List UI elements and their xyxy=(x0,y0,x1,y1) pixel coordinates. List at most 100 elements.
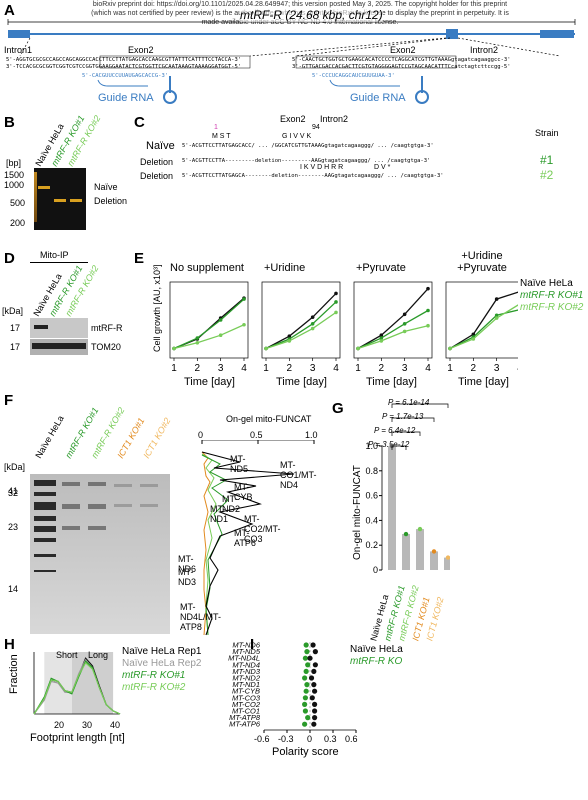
x-tick-label: 1 xyxy=(171,363,177,374)
label-intron1: Intron1 xyxy=(4,45,33,55)
growth-point xyxy=(494,316,499,320)
g-bar xyxy=(416,529,424,570)
h-short: Short xyxy=(56,650,78,660)
c-row-del1-label: Deletion xyxy=(140,157,174,167)
g-bar-point xyxy=(417,526,423,532)
panel-h-label: H xyxy=(4,636,15,653)
i-category-label: MT-ND2 xyxy=(232,674,260,683)
c-aa-top2: G I V V K xyxy=(282,133,312,140)
blot-mtrf xyxy=(30,318,88,338)
d-band-tom20: TOM20 xyxy=(91,342,121,352)
peak-nd1: MT-ND1 xyxy=(210,504,229,524)
footprint-line xyxy=(33,661,121,715)
i-category-label: MT-CO3 xyxy=(232,693,261,702)
f-unit: [kDa] xyxy=(4,462,26,472)
g-bar-point xyxy=(403,531,409,537)
i-point-ko xyxy=(303,642,309,648)
i-xlabel: Polarity score xyxy=(272,746,339,758)
x-tick-label: 1 xyxy=(355,363,361,374)
d-title-line xyxy=(30,262,88,263)
preprint-line-3: made available under aCC-BY-NC-ND 4.0 In… xyxy=(201,19,399,26)
growth-point xyxy=(379,333,384,337)
label-exon2-right: Exon2 xyxy=(390,45,416,55)
e-title-4: +Uridine +Pyruvate xyxy=(452,250,512,274)
panel-d-label: D xyxy=(4,250,15,267)
panel-i-label: I xyxy=(250,636,255,653)
c-pos1: 1 xyxy=(214,124,218,131)
c-row-del1-seq: 5'-ACGTTCCTTA---------deletion---------A… xyxy=(182,158,431,164)
h-legend-ko1: mtRF-R KO#1 xyxy=(122,670,186,681)
peak-nd2: MT-ND2 xyxy=(222,494,241,514)
c-aa-top: M S T xyxy=(212,133,231,140)
growth-panel-frame xyxy=(169,281,249,359)
g-p-3: P = 6.4e-12 xyxy=(374,426,416,435)
i-point-ko xyxy=(302,721,308,727)
c-row-del2-seq: 5'-ACGTTCCTTATGAGCA--------deletion-----… xyxy=(182,173,444,179)
i-category-label: MT-ND4 xyxy=(232,660,260,669)
f-tick-1: 1.0 xyxy=(305,430,318,440)
funcat-bar-chart: 0 0.2 0.4 0.6 0.8 1.0 xyxy=(365,403,450,575)
i-point-naive xyxy=(312,708,318,714)
peak-cyb: MT-CYB xyxy=(234,482,253,502)
growth-point xyxy=(402,322,407,326)
c-aa-del2: I K V D H R R xyxy=(300,164,344,171)
c-pos94: 94 xyxy=(312,124,320,131)
e-legend-naive: Naïve HeLa xyxy=(520,278,573,289)
x-tick-label: 4 xyxy=(241,363,247,374)
peak-nd4l-atp8: MT-ND4L/MT-ATP8 xyxy=(180,602,222,632)
h-xlabel: Footprint length [nt] xyxy=(30,732,125,744)
i-category-label: MT-CO2 xyxy=(232,700,261,709)
panel-g-label: G xyxy=(332,400,344,417)
unit-bp: [bp] xyxy=(6,158,22,168)
d-marker-1: 17 xyxy=(10,323,21,333)
i-category-label: MT-CO1 xyxy=(232,707,260,716)
i-category-label: MT-ND5 xyxy=(232,647,260,656)
e-xlabel-2: Time [day] xyxy=(276,376,327,388)
growth-point xyxy=(195,341,200,345)
i-point-ko xyxy=(302,708,308,714)
i-point-naive xyxy=(312,662,318,668)
growth-point xyxy=(426,323,430,328)
h-xtick-40: 40 xyxy=(110,720,121,730)
i-point-ko xyxy=(305,715,311,721)
h-xtick-20: 20 xyxy=(54,720,65,730)
growth-point xyxy=(471,332,476,337)
g-p-1: P = 6.1e-14 xyxy=(388,398,430,407)
guide-seq-left: 5'-CACGUUCCUUAUGAGCACCG-3' xyxy=(82,73,169,79)
i-point-naive xyxy=(311,682,317,688)
band-b-ko2 xyxy=(70,199,82,202)
peak-atp6: MT-ATP6 xyxy=(234,528,256,548)
e-title-1: No supplement xyxy=(170,262,244,274)
panel-a-diagram xyxy=(7,19,576,104)
x-tick-label: 3 xyxy=(494,363,500,374)
peak-nd5: MT-ND5 xyxy=(230,454,249,474)
band-label-naive: Naïve xyxy=(94,182,118,192)
band-b-ko1 xyxy=(54,199,66,202)
i-category-label: MT-ND3 xyxy=(232,667,260,676)
g-bracket xyxy=(391,431,421,436)
f-profile xyxy=(201,440,315,636)
h-xtick-30: 30 xyxy=(82,720,93,730)
i-category-label: MT-ATP8 xyxy=(229,713,261,722)
f-tick-0: 0 xyxy=(198,430,204,440)
growth-point xyxy=(448,346,452,351)
i-point-naive xyxy=(308,675,315,681)
x-tick-label: 2 xyxy=(379,363,385,374)
g-y-tick-label: 0.4 xyxy=(365,515,378,525)
i-category-label: MT-CYB xyxy=(232,687,260,696)
c-row-naive-seq: 5'-ACGTTCCTTATGAGCACC/ ... /GGCATCGTTGTA… xyxy=(182,143,434,149)
gene-title: mtRF-R (24.68 kbp, chr12) xyxy=(240,8,383,22)
i-point-naive xyxy=(311,668,317,674)
h-legend-rep2: Naïve HeLa Rep2 xyxy=(122,658,202,669)
growth-point xyxy=(379,339,384,343)
growth-line xyxy=(449,309,518,350)
growth-line xyxy=(173,298,245,350)
g-y-tick-label: 0 xyxy=(373,565,378,575)
d-title: Mito-IP xyxy=(40,250,69,260)
d-band-mtrf: mtRF-R xyxy=(91,323,123,333)
marker-1500: 1500 xyxy=(4,170,25,180)
x-tick-label: 1 xyxy=(263,363,269,374)
growth-point xyxy=(471,337,476,341)
i-point-naive xyxy=(312,715,318,721)
g-y-tick-label: 0.6 xyxy=(365,491,378,501)
